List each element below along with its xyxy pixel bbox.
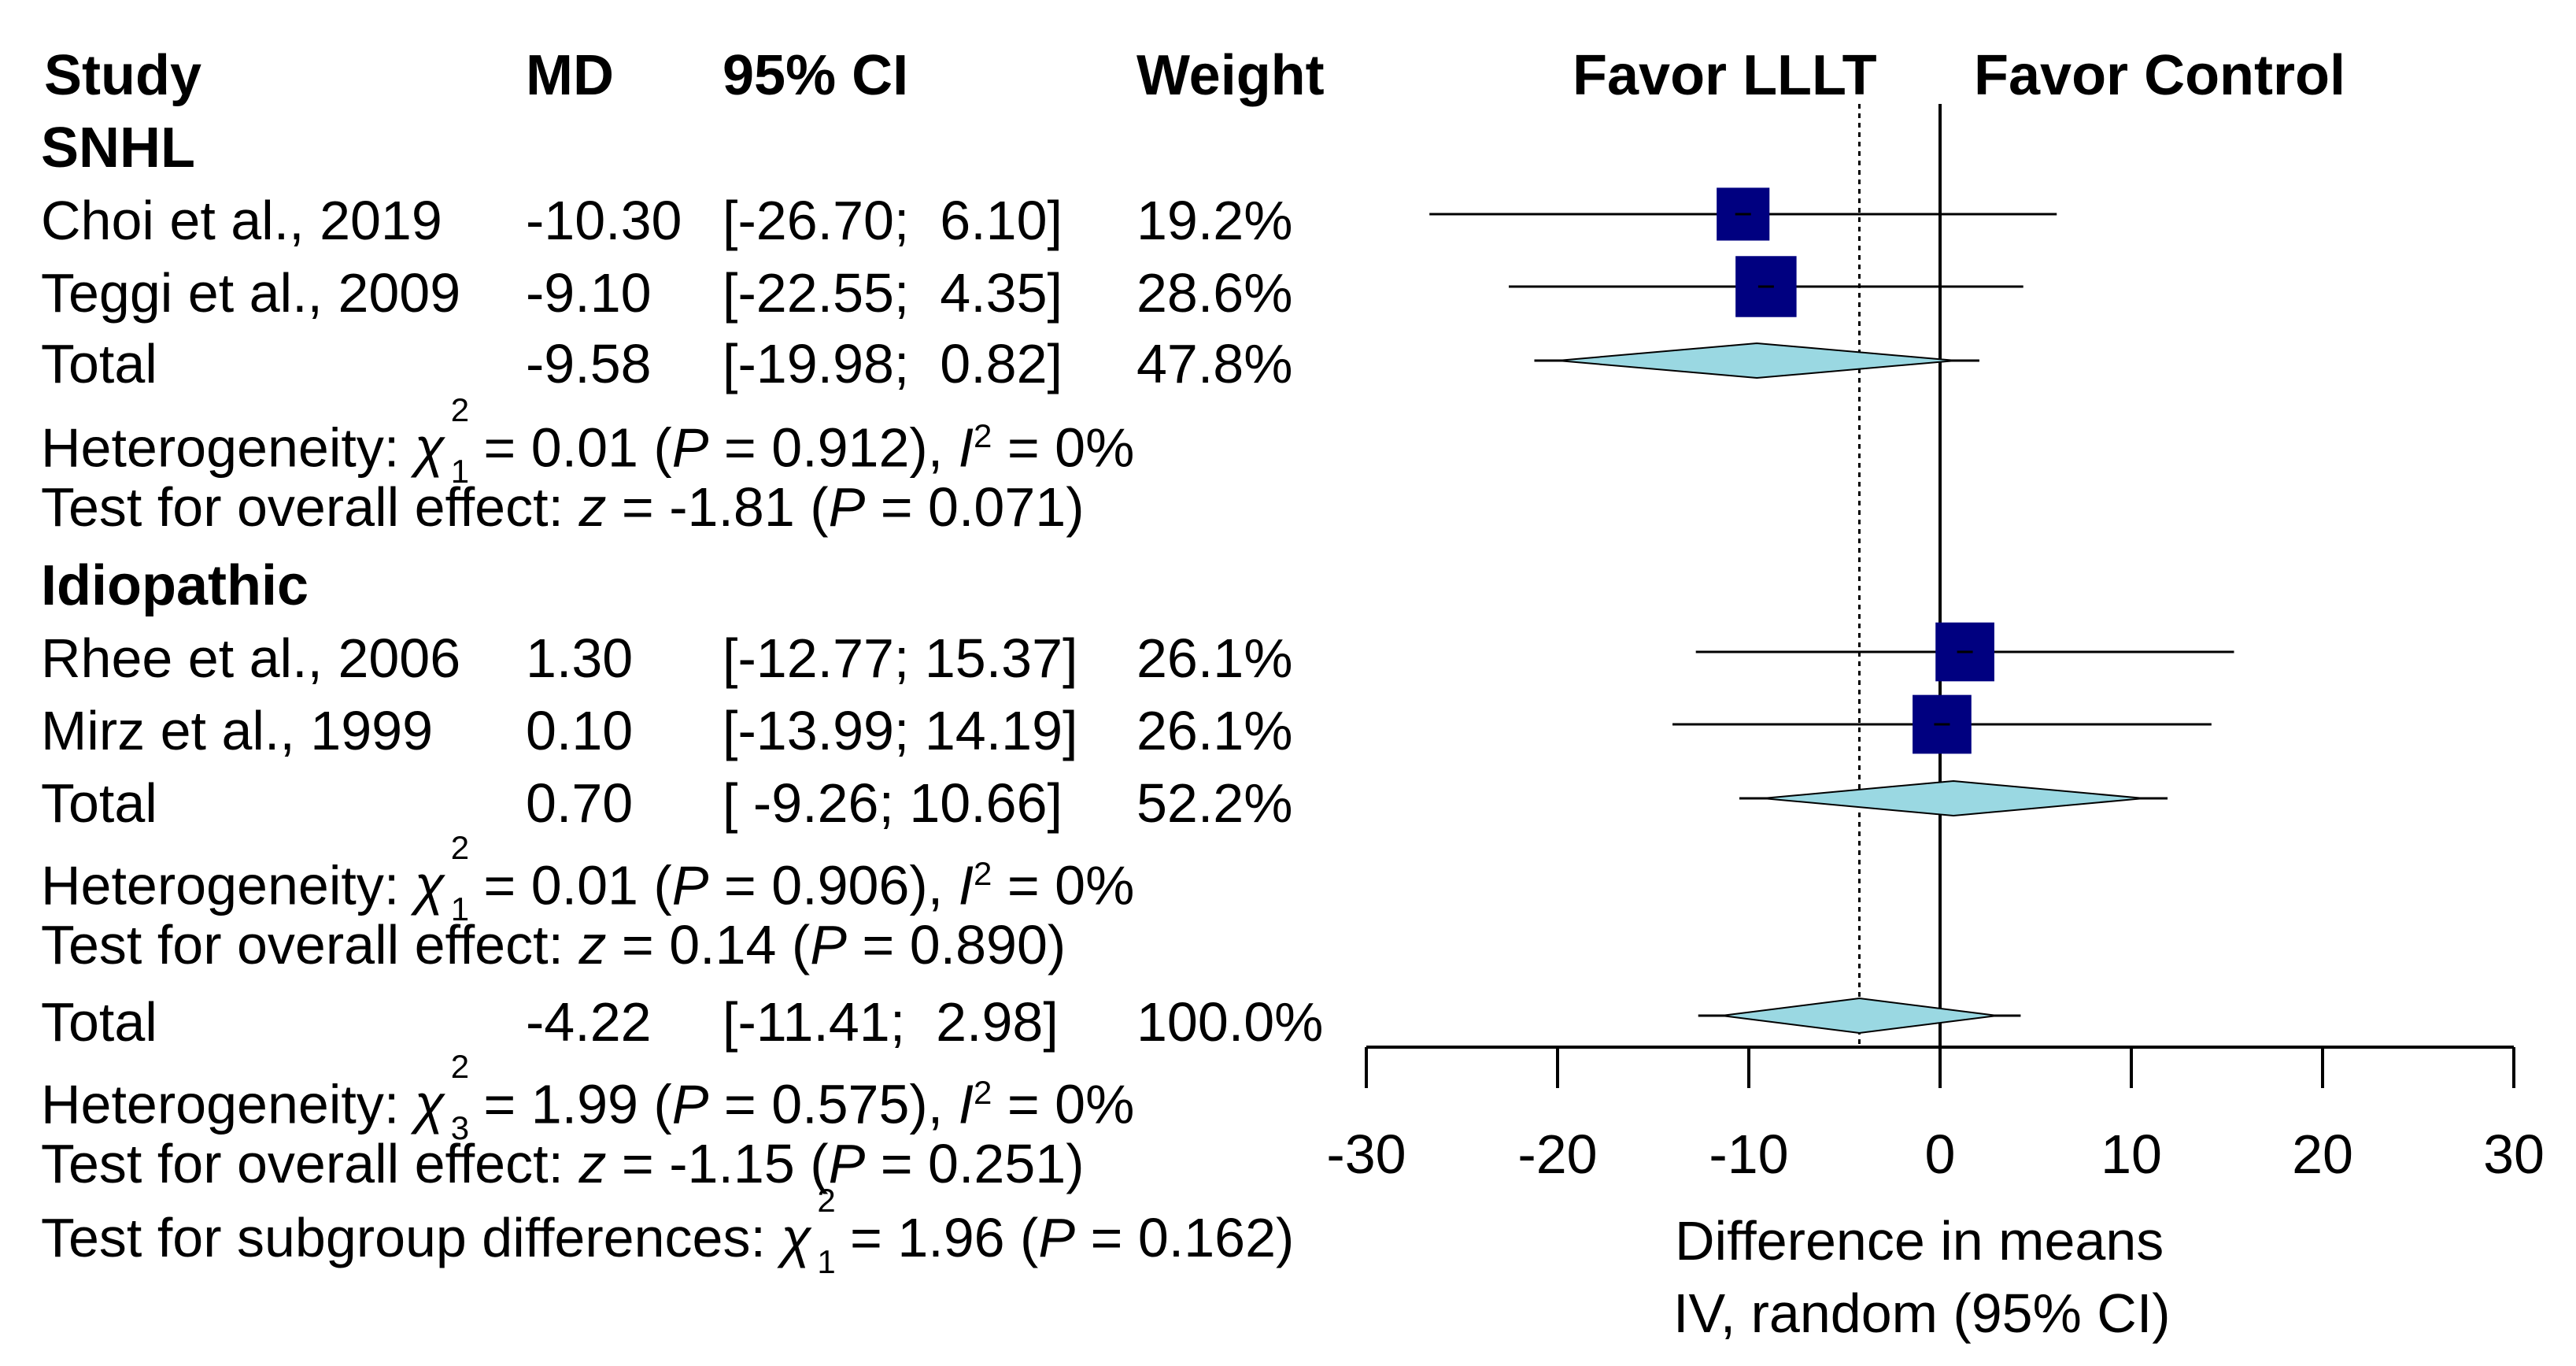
overall-total-weight: 100.0%: [1136, 991, 1324, 1053]
study-weight: 26.1%: [1136, 627, 1293, 689]
overall-total-ci: [-11.41; 2.98]: [723, 991, 1059, 1053]
total-label: Total: [41, 772, 157, 834]
study-md: -9.10: [526, 262, 652, 324]
x-axis-tick-label: 10: [2101, 1124, 2162, 1185]
axis-title-line1: Difference in means: [1675, 1210, 2164, 1272]
subgroup-title: SNHL: [41, 117, 195, 180]
study-ci: [-22.55; 4.35]: [723, 262, 1063, 324]
overall-effect-line: Test for overall effect: z = 0.14 (P = 0…: [41, 914, 1066, 975]
study-md: 1.30: [526, 627, 634, 689]
study-name: Mirz et al., 1999: [41, 700, 433, 761]
pooled-effect-diamond: [1721, 997, 1998, 1035]
subgroup-title: Idiopathic: [41, 554, 309, 617]
overall-effect-line: Test for overall effect: z = -1.81 (P = …: [41, 476, 1085, 538]
x-axis-tick-label: 30: [2483, 1124, 2545, 1185]
favor-right-label: Favor Control: [1974, 44, 2346, 107]
x-axis-tick-label: -20: [1517, 1124, 1597, 1185]
overall-effect-test-line: Test for overall effect: z = -1.15 (P = …: [41, 1133, 1085, 1194]
x-axis-tick-label: -30: [1326, 1124, 1406, 1185]
total-weight: 47.8%: [1136, 333, 1293, 394]
total-md: 0.70: [526, 772, 634, 834]
study-weight: 28.6%: [1136, 262, 1293, 324]
overall-total-label: Total: [41, 991, 157, 1053]
header-study: Study: [44, 44, 202, 107]
x-axis-tick-label: -10: [1709, 1124, 1788, 1185]
header-ci: 95% CI: [723, 44, 909, 107]
total-md: -9.58: [526, 333, 652, 394]
study-ci: [-26.70; 6.10]: [723, 190, 1063, 251]
total-ci: [-19.98; 0.82]: [723, 333, 1063, 394]
total-weight: 52.2%: [1136, 772, 1293, 834]
study-md: 0.10: [526, 700, 634, 761]
pooled-effect-diamond: [1558, 342, 1957, 379]
header-weight: Weight: [1136, 44, 1325, 107]
study-ci: [-12.77; 15.37]: [723, 627, 1078, 689]
favor-left-label: Favor LLLT: [1573, 44, 1877, 107]
study-name: Teggi et al., 2009: [41, 262, 461, 324]
study-weight: 19.2%: [1136, 190, 1293, 251]
axis-title-line2: IV, random (95% CI): [1673, 1283, 2171, 1344]
study-ci: [-13.99; 14.19]: [723, 700, 1078, 761]
study-name: Choi et al., 2019: [41, 190, 442, 251]
overall-total-md: -4.22: [526, 991, 652, 1053]
x-axis-tick-label: 20: [2292, 1124, 2353, 1185]
pooled-effect-diamond: [1762, 779, 2145, 817]
x-axis-tick-label: 0: [1925, 1124, 1956, 1185]
total-label: Total: [41, 333, 157, 394]
study-md: -10.30: [526, 190, 682, 251]
study-weight: 26.1%: [1136, 700, 1293, 761]
total-ci: [ -9.26; 10.66]: [723, 772, 1063, 834]
study-name: Rhee et al., 2006: [41, 627, 461, 689]
header-md: MD: [526, 44, 614, 107]
